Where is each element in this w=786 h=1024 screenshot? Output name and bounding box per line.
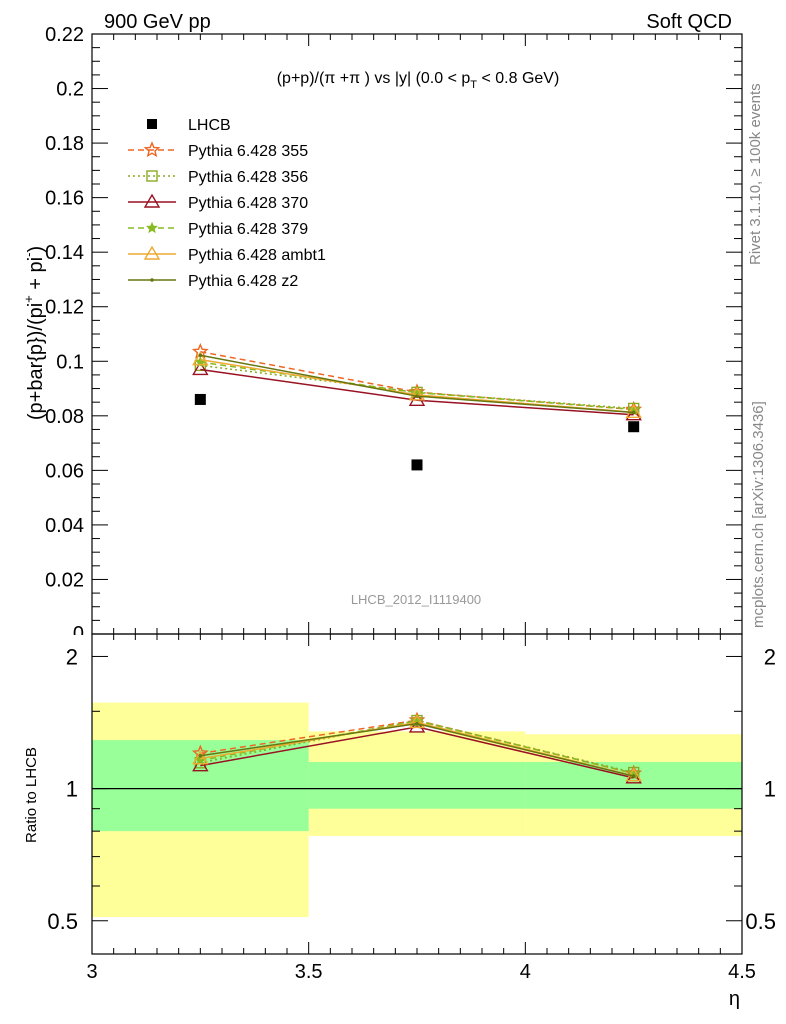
series-point-2 xyxy=(192,757,209,772)
legend-marker-4 xyxy=(143,245,161,260)
series-point-5 xyxy=(198,353,203,358)
ratio-axes: 3 3.5 4 4.5 0.5 0.5 1 1 2 2 xyxy=(47,633,776,983)
y-tick-label: 0.2 xyxy=(56,79,84,101)
series-point-4 xyxy=(408,386,426,401)
series-point-2 xyxy=(192,361,209,376)
watermark: LHCB_2012_I1119400 xyxy=(351,592,481,607)
x-tick-label: 4.5 xyxy=(728,961,756,983)
uncertainty-band-green-1 xyxy=(308,761,526,809)
ratio-y-tick-label-right: 2 xyxy=(764,644,776,669)
y-tick-label: 0 xyxy=(73,623,84,645)
legend-marker-lhcb xyxy=(147,119,157,129)
legend-label-5: Pythia 6.428 z2 xyxy=(188,273,298,290)
ratio-y-tick-label-right: 1 xyxy=(764,777,776,802)
main-y-label: (p+bar{p})/(pi+ + pi-) xyxy=(21,246,47,420)
series-point-5 xyxy=(631,410,636,415)
main-title: (p+p)/(π +π ) vs |y| (0.0 < pT < 0.8 GeV… xyxy=(277,70,560,91)
y-tick-label: 0.06 xyxy=(45,460,84,482)
legend-marker-5 xyxy=(150,278,154,282)
lhcb-data-point xyxy=(194,393,206,405)
ratio-y-tick-label-right: 0.5 xyxy=(745,909,776,934)
legend-label-1: Pythia 6.428 356 xyxy=(188,169,308,186)
y-tick-label: 0.18 xyxy=(45,133,84,155)
legend-marker-3 xyxy=(146,221,158,234)
legend-label-0: Pythia 6.428 355 xyxy=(188,143,308,160)
main-series-layer xyxy=(191,342,643,471)
uncertainty-band-green-0 xyxy=(92,740,309,832)
ratio-y-tick-label-left: 0.5 xyxy=(47,909,78,934)
series-point-4 xyxy=(192,351,209,366)
ratio-y-tick-label-left: 2 xyxy=(66,644,78,669)
lhcb-data-point xyxy=(411,459,423,471)
y-tick-label: 0.14 xyxy=(45,242,84,264)
ratio-series-layer xyxy=(191,711,643,784)
y-tick-label: 0.12 xyxy=(45,297,84,319)
x-tick-label: 3.5 xyxy=(295,961,323,983)
lhcb-data-point xyxy=(628,421,640,433)
legend-label-4: Pythia 6.428 ambt1 xyxy=(188,247,326,264)
y-tick-label: 0.22 xyxy=(45,24,84,46)
y-tick-label: 0.04 xyxy=(45,515,84,537)
y-tick-label: 0.16 xyxy=(45,188,84,210)
ratio-bands xyxy=(92,702,742,917)
ratio-y-label: Ratio to LHCB xyxy=(23,747,40,843)
series-point-4 xyxy=(192,750,209,765)
series-point-4 xyxy=(625,403,642,418)
main-axes: 0 0.02 0.04 0.06 0.08 0.1 0.12 0.14 0.16 0.18 0.2 0… xyxy=(45,24,743,645)
series-point-2 xyxy=(625,769,642,784)
series-point-5 xyxy=(631,774,636,778)
legend-marker-2 xyxy=(143,193,161,208)
legend-label-3: Pythia 6.428 379 xyxy=(188,221,308,238)
legend-marker-0 xyxy=(143,141,161,158)
series-point-5 xyxy=(415,721,419,726)
ratio-panel: 3 3.5 4 4.5 0.5 0.5 1 1 2 2 Ratio to LHCB η xyxy=(23,633,776,1010)
legend-label-2: Pythia 6.428 370 xyxy=(188,195,308,212)
legend: LHCB Pythia 6.428 355 Pythia 6.428 356 Pyth… xyxy=(128,117,326,290)
x-tick-label: 4 xyxy=(520,961,531,983)
ratio-y-tick-label-left: 1 xyxy=(66,777,78,802)
series-point-5 xyxy=(415,394,419,398)
y-tick-label: 0.02 xyxy=(45,569,84,591)
rivet-label: Rivet 3.1.10, ≥ 100k events xyxy=(747,83,764,265)
mcplots-label: mcplots.cern.ch [arXiv:1306.3436] xyxy=(750,401,767,628)
series-point-4 xyxy=(408,714,426,729)
series-line-3 xyxy=(200,361,634,411)
legend-marker-1 xyxy=(146,170,158,182)
header-left: 900 GeV pp xyxy=(104,11,211,33)
y-tick-label: 0.1 xyxy=(56,351,84,373)
legend-label-lhcb: LHCB xyxy=(188,117,231,134)
series-point-5 xyxy=(198,753,203,758)
header-right: Soft QCD xyxy=(646,11,732,33)
series-point-2 xyxy=(408,718,426,733)
main-panel: 0 0.02 0.04 0.06 0.08 0.1 0.12 0.14 0.16 0.18 0.2 0… xyxy=(21,24,743,645)
x-axis-label: η xyxy=(729,988,740,1010)
series-line-0 xyxy=(200,719,634,775)
y-tick-label: 0.08 xyxy=(45,406,84,428)
x-tick-label: 3 xyxy=(86,961,97,983)
